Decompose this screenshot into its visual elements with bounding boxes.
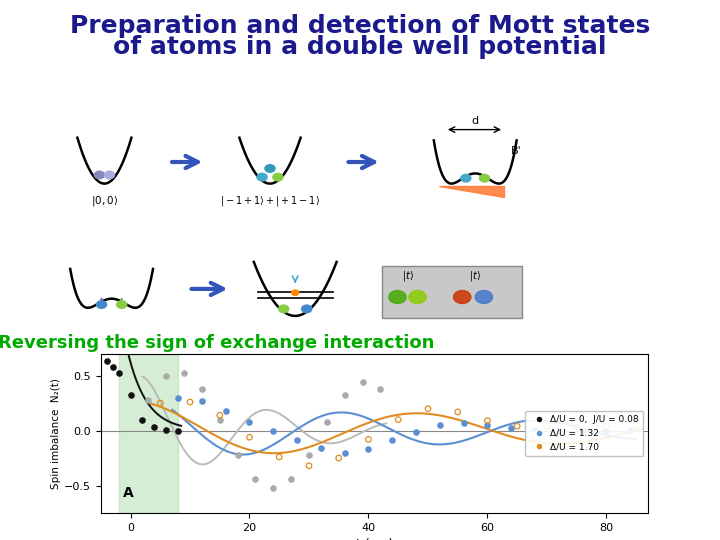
Point xyxy=(214,411,225,420)
Point xyxy=(143,395,154,404)
Point xyxy=(315,444,327,453)
Y-axis label: Spin imbalance  N₂(t): Spin imbalance N₂(t) xyxy=(51,378,61,489)
Point xyxy=(148,423,160,431)
Point xyxy=(600,422,612,430)
Text: $|0,0\rangle$: $|0,0\rangle$ xyxy=(91,194,118,208)
Point xyxy=(125,391,136,400)
Point xyxy=(422,404,433,413)
Circle shape xyxy=(480,174,490,182)
Point xyxy=(179,369,190,378)
Circle shape xyxy=(94,171,104,179)
Point xyxy=(321,417,333,426)
Circle shape xyxy=(475,291,492,303)
Point xyxy=(392,415,404,424)
Text: $|t\rangle$: $|t\rangle$ xyxy=(402,269,414,283)
Point xyxy=(113,369,125,378)
Text: Reversing the sign of exchange interaction: Reversing the sign of exchange interacti… xyxy=(0,334,434,352)
Text: B': B' xyxy=(511,146,522,156)
Point xyxy=(511,422,523,430)
Circle shape xyxy=(461,174,471,182)
Point xyxy=(553,426,564,435)
Point xyxy=(250,475,261,483)
Circle shape xyxy=(104,171,114,179)
Point xyxy=(571,423,582,431)
Point xyxy=(458,418,469,427)
Point xyxy=(196,396,207,405)
Text: d: d xyxy=(472,116,479,126)
Point xyxy=(363,445,374,454)
Circle shape xyxy=(257,173,267,181)
Point xyxy=(244,433,256,442)
Point xyxy=(196,384,207,393)
Text: $|t\rangle$: $|t\rangle$ xyxy=(469,269,481,283)
Point xyxy=(184,398,196,407)
Circle shape xyxy=(409,291,426,303)
Circle shape xyxy=(454,291,471,303)
Point xyxy=(356,378,368,387)
Circle shape xyxy=(96,301,107,308)
Circle shape xyxy=(117,301,127,308)
Point xyxy=(374,384,386,393)
Point xyxy=(214,415,225,424)
Point xyxy=(541,422,553,430)
Point xyxy=(107,362,119,371)
Text: of atoms in a double well potential: of atoms in a double well potential xyxy=(113,35,607,59)
FancyBboxPatch shape xyxy=(382,266,522,318)
Legend: Δ/U = 0,  J/U = 0.08, Δ/U = 1.32, Δ/U = 1.70: Δ/U = 0, J/U = 0.08, Δ/U = 1.32, Δ/U = 1… xyxy=(525,411,644,456)
Text: Preparation and detection of Mott states: Preparation and detection of Mott states xyxy=(70,14,650,37)
Circle shape xyxy=(279,305,289,313)
Point xyxy=(274,453,285,461)
Point xyxy=(624,425,636,434)
Point xyxy=(137,415,148,424)
Point xyxy=(292,436,303,445)
Point xyxy=(482,416,493,425)
Circle shape xyxy=(389,291,406,303)
Point xyxy=(577,426,588,435)
Point xyxy=(268,483,279,492)
Circle shape xyxy=(292,290,299,295)
Point xyxy=(172,393,184,402)
Point xyxy=(232,450,243,459)
Point xyxy=(434,421,446,429)
Text: A: A xyxy=(122,486,133,500)
Point xyxy=(333,454,344,462)
Point xyxy=(172,426,184,435)
Text: $|-1+1\rangle+|+1-1\rangle$: $|-1+1\rangle+|+1-1\rangle$ xyxy=(220,194,320,208)
Circle shape xyxy=(302,305,312,313)
Polygon shape xyxy=(439,186,504,197)
Point xyxy=(630,421,642,429)
Point xyxy=(244,417,256,426)
Point xyxy=(452,408,464,416)
Point xyxy=(529,425,541,434)
Point xyxy=(101,357,112,366)
Point xyxy=(387,436,398,445)
Point xyxy=(303,450,315,459)
Point xyxy=(161,372,172,380)
Point xyxy=(268,426,279,435)
Point xyxy=(161,425,172,434)
Point xyxy=(155,399,166,408)
Bar xyxy=(119,354,178,513)
Point xyxy=(600,426,612,435)
Point xyxy=(220,407,231,415)
Circle shape xyxy=(265,165,275,172)
Point xyxy=(363,435,374,444)
Point xyxy=(339,391,351,400)
Point xyxy=(303,462,315,470)
X-axis label: t (ms): t (ms) xyxy=(356,538,393,540)
Point xyxy=(410,427,422,436)
Point xyxy=(505,424,517,433)
Point xyxy=(285,475,297,483)
Circle shape xyxy=(273,173,283,181)
Point xyxy=(339,448,351,457)
Point xyxy=(482,421,493,429)
